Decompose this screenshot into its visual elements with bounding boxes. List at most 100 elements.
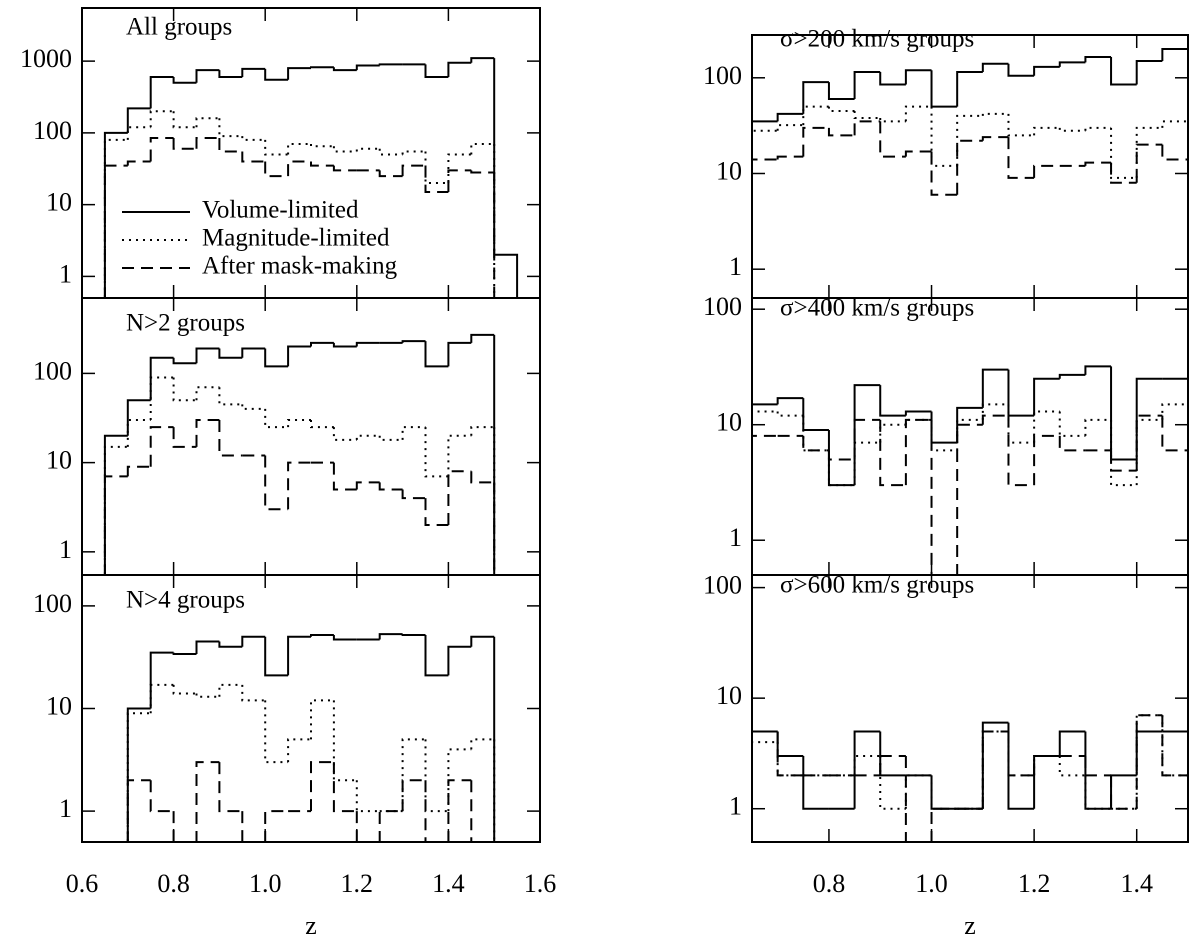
histogram-step [802, 126, 829, 157]
histogram-step [401, 164, 426, 177]
histogram-step [776, 124, 804, 131]
histogram-step [378, 810, 403, 842]
histogram-step [264, 68, 289, 81]
histogram-step [310, 66, 334, 69]
legend-label: After mask-making [202, 253, 398, 280]
histogram-step [126, 707, 151, 842]
histogram-step [149, 683, 174, 714]
histogram-step [1033, 754, 1060, 776]
histogram-step [1161, 403, 1188, 575]
histogram-step [172, 652, 197, 655]
histogram-step [401, 340, 426, 343]
histogram-step [981, 112, 1009, 116]
histogram-step [355, 341, 380, 347]
histogram-step [447, 748, 472, 812]
histogram-step [853, 70, 881, 100]
histogram-step [195, 761, 220, 842]
x-tick-label: 1.2 [1018, 869, 1051, 898]
histogram-step [981, 368, 1009, 408]
histogram-step [1058, 730, 1086, 756]
histogram-step [401, 779, 426, 812]
histogram-step [287, 160, 311, 177]
histogram-step [355, 64, 380, 71]
histogram-step [956, 114, 983, 166]
histogram-step [981, 721, 1009, 809]
panel: 1 10 100 0.8 1.0 1.2 1.4 z σ>600 km/s groups [703, 571, 1189, 940]
histogram-step [241, 151, 266, 163]
histogram-step [126, 160, 151, 166]
histogram-step [930, 419, 958, 452]
histogram-step [981, 62, 1009, 72]
histogram-step [264, 636, 289, 677]
histogram-step [195, 69, 220, 83]
histogram-step [149, 780, 174, 813]
histogram-step [470, 333, 495, 343]
histogram-step [1161, 715, 1188, 842]
y-tick-label: 100 [33, 356, 72, 385]
histogram-step [470, 142, 495, 155]
histogram-step [802, 398, 829, 431]
y-tick-label: 100 [33, 589, 72, 618]
series [103, 333, 496, 575]
histogram-step [378, 170, 403, 178]
panel: 1 10 100 σ>400 km/s groups [703, 292, 1189, 576]
histogram-step [195, 640, 220, 654]
histogram-step [1110, 419, 1137, 487]
histogram-step [103, 434, 128, 575]
histogram-step [332, 146, 357, 153]
histogram-step [930, 106, 958, 167]
histogram-step [879, 419, 906, 487]
histogram-step [287, 67, 311, 80]
panel: 1 10 100 1000 All groups Volume-limitedMagnit… [20, 7, 541, 299]
panel-frame [751, 34, 1189, 299]
histogram-step [827, 82, 855, 101]
histogram-step [776, 731, 804, 777]
histogram-step [447, 153, 472, 184]
histogram-step [264, 408, 289, 429]
histogram-step [218, 387, 243, 406]
histogram-step [126, 779, 151, 842]
x-tick-label: 1.0 [915, 869, 948, 898]
histogram-step [879, 71, 906, 86]
histogram-step [827, 106, 855, 112]
histogram-step [126, 465, 151, 477]
histogram-step [172, 77, 197, 84]
histogram-step [904, 69, 932, 85]
histogram-step [1135, 418, 1163, 486]
histogram-step [218, 420, 243, 457]
series [752, 403, 1188, 575]
histogram-step [1161, 120, 1188, 298]
histogram-step [264, 810, 289, 842]
histogram-step [802, 81, 829, 114]
histogram-step [103, 475, 128, 575]
histogram-step [355, 481, 380, 490]
histogram-step [1135, 59, 1163, 85]
histogram-step [1007, 404, 1035, 444]
histogram-step [930, 70, 958, 108]
histogram-step [853, 754, 881, 776]
histogram-step [493, 482, 496, 575]
legend-label: Magnitude-limited [202, 225, 390, 252]
histogram-step [424, 427, 449, 478]
x-tick-label: 0.8 [813, 869, 846, 898]
series [752, 120, 1188, 298]
histogram-step [1110, 366, 1137, 461]
series [752, 714, 1188, 842]
histogram-step [310, 420, 334, 429]
histogram-step [930, 411, 958, 444]
histogram-step [287, 461, 311, 510]
histogram-step [752, 129, 778, 298]
histogram-step [1058, 411, 1086, 437]
histogram-step [1084, 55, 1112, 63]
histogram-step [1058, 127, 1086, 132]
histogram-step [332, 762, 357, 813]
histogram-step [752, 158, 778, 298]
histogram-step [493, 143, 496, 298]
histogram-step [287, 142, 311, 155]
panel-title: σ>600 km/s groups [780, 572, 974, 599]
y-tick-label: 100 [703, 571, 742, 600]
histogram-step [126, 399, 151, 436]
panel-title: σ>200 km/s groups [780, 26, 974, 53]
histogram-step [310, 161, 334, 167]
histogram-step [853, 110, 881, 120]
